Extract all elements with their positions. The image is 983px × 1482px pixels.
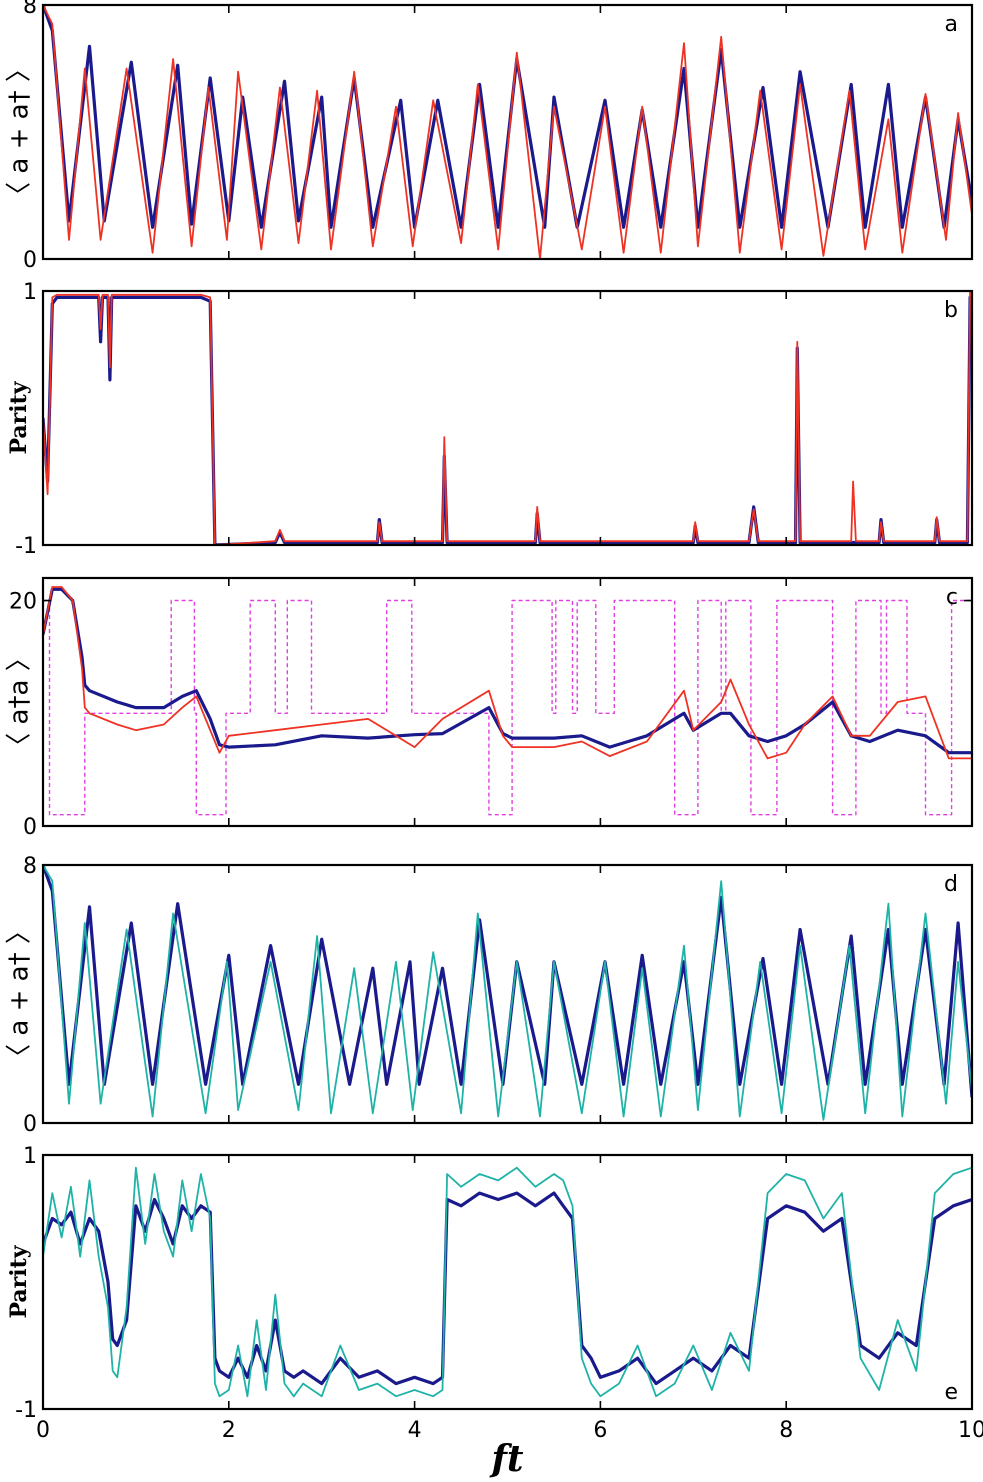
y-tick-label-b-0: -1 (15, 534, 37, 559)
panel-letter-a: a (945, 12, 958, 37)
x-tick-label-6: 6 (593, 1418, 607, 1443)
axes-frame-a (41, 3, 974, 261)
x-tick-label-2: 2 (222, 1418, 236, 1443)
axes-frame-b (41, 289, 974, 547)
panel-a: 0 8 a 〈 a + a† 〉 (5, 0, 974, 273)
x-tick-label-0: 0 (36, 1418, 50, 1443)
y-axis-label-b: Parity (6, 380, 32, 454)
axes-frame-c (41, 576, 974, 828)
series-b-estimate (43, 295, 972, 545)
y-tick-label-d-0: 0 (23, 1112, 37, 1137)
series-c-photon-number-step (43, 599, 972, 816)
x-tick-label-10: 10 (958, 1418, 983, 1443)
axes-frame-e (41, 1153, 974, 1411)
y-tick-label-c-1: 20 (9, 590, 37, 615)
y-axis-label-c: 〈 a†a 〉 (5, 645, 35, 758)
y-tick-label-a-1: 8 (23, 0, 37, 19)
series-e-estimate (43, 1191, 972, 1386)
y-tick-label-e-1: 1 (23, 1144, 37, 1169)
x-axis-label: ft (488, 1438, 523, 1480)
y-tick-label-b-1: 1 (23, 280, 37, 305)
panel-b: -1 1 b Parity (6, 280, 974, 559)
x-tick-label-4: 4 (408, 1418, 422, 1443)
panel-d: 0 8 d 〈 a + a† 〉 (5, 854, 974, 1137)
panel-letter-d: d (944, 872, 958, 897)
y-tick-label-c-0: 0 (23, 815, 37, 840)
y-tick-label-d-1: 8 (23, 854, 37, 879)
y-tick-label-e-0: -1 (15, 1398, 37, 1423)
series-d-true (43, 865, 972, 1121)
panel-letter-b: b (944, 298, 958, 323)
panel-e: 0 2 4 6 8 10 -1 1 e Parity ft (6, 1144, 983, 1480)
y-axis-label-e: Parity (6, 1244, 32, 1318)
panel-c: 0 20 c 〈 a†a 〉 (5, 576, 974, 840)
y-tick-label-a-0: 0 (23, 248, 37, 273)
series-e-true (43, 1166, 972, 1398)
panel-letter-e: e (944, 1380, 958, 1405)
axes-frame-d (41, 863, 974, 1125)
y-axis-label-a: 〈 a + a† 〉 (5, 56, 35, 208)
series-b-true (43, 291, 972, 545)
panel-letter-c: c (946, 585, 958, 610)
series-a-true (43, 5, 972, 259)
x-tick-label-8: 8 (779, 1418, 793, 1443)
y-axis-label-d: 〈 a + a† 〉 (5, 918, 35, 1070)
series-c-true (43, 586, 972, 760)
